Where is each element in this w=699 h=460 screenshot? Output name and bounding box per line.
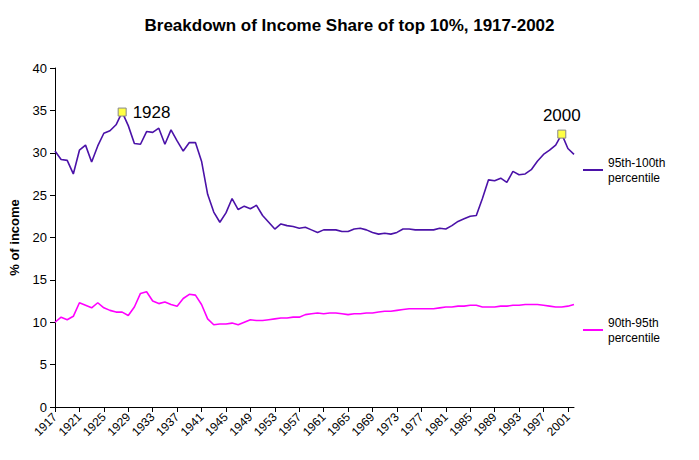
- svg-text:30: 30: [33, 145, 47, 160]
- svg-text:2000: 2000: [543, 106, 581, 125]
- svg-text:25: 25: [33, 188, 47, 203]
- svg-text:1921: 1921: [56, 410, 85, 439]
- svg-text:10: 10: [33, 315, 47, 330]
- svg-text:1977: 1977: [398, 410, 427, 439]
- svg-text:95th-100th: 95th-100th: [608, 156, 669, 170]
- svg-text:1981: 1981: [422, 410, 451, 439]
- svg-text:1993: 1993: [495, 410, 524, 439]
- svg-text:1997: 1997: [520, 410, 549, 439]
- svg-text:1945: 1945: [202, 410, 231, 439]
- svg-text:1985: 1985: [446, 410, 475, 439]
- svg-text:1928: 1928: [133, 103, 171, 122]
- svg-text:1941: 1941: [178, 410, 207, 439]
- svg-text:5: 5: [40, 357, 47, 372]
- svg-text:Breakdown of Income Share of t: Breakdown of Income Share of top 10%, 19…: [144, 16, 554, 35]
- svg-text:15: 15: [33, 272, 47, 287]
- svg-text:1965: 1965: [324, 410, 353, 439]
- svg-text:90th-95th: 90th-95th: [608, 316, 662, 330]
- svg-text:35: 35: [33, 103, 47, 118]
- svg-text:1953: 1953: [251, 410, 280, 439]
- svg-text:percentile: percentile: [608, 331, 660, 345]
- svg-text:1937: 1937: [153, 410, 182, 439]
- svg-text:1969: 1969: [349, 410, 378, 439]
- svg-text:1957: 1957: [275, 410, 304, 439]
- svg-text:1973: 1973: [373, 410, 402, 439]
- svg-text:1989: 1989: [471, 410, 500, 439]
- svg-text:1929: 1929: [104, 410, 133, 439]
- svg-text:1933: 1933: [129, 410, 158, 439]
- svg-text:2001: 2001: [544, 410, 573, 439]
- svg-text:1925: 1925: [80, 410, 109, 439]
- svg-text:% of income: % of income: [7, 199, 22, 276]
- svg-text:1949: 1949: [227, 410, 256, 439]
- svg-text:1961: 1961: [300, 410, 329, 439]
- svg-text:1917: 1917: [31, 410, 60, 439]
- svg-text:20: 20: [33, 230, 47, 245]
- svg-text:40: 40: [33, 61, 47, 76]
- svg-text:0: 0: [40, 400, 47, 415]
- svg-text:percentile: percentile: [608, 171, 660, 185]
